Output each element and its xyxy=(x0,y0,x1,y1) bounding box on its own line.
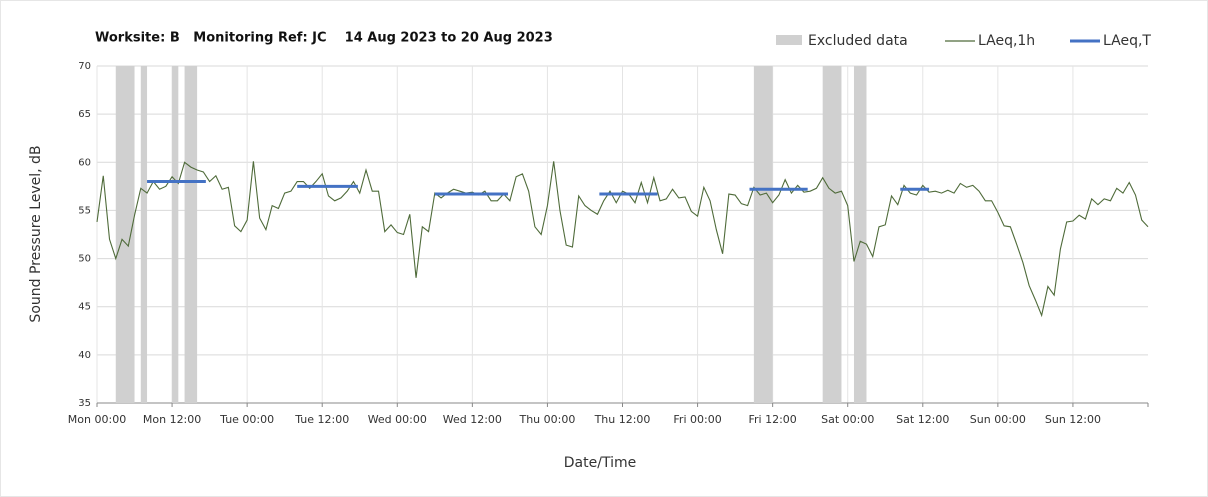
legend-label: LAeq,1h xyxy=(978,33,1035,49)
y-tick-label: 55 xyxy=(78,205,91,216)
x-tick-label: Tue 12:00 xyxy=(294,413,349,426)
legend-swatch xyxy=(776,35,802,45)
excluded-band xyxy=(184,66,198,403)
y-tick-label: 45 xyxy=(78,302,91,313)
y-axis-label: Sound Pressure Level, dB xyxy=(28,145,44,322)
x-tick-label: Sat 12:00 xyxy=(896,413,949,426)
y-tick-label: 35 xyxy=(78,398,91,409)
legend-label: Excluded data xyxy=(808,33,908,49)
y-tick-label: 60 xyxy=(78,157,91,168)
x-tick-label: Fri 12:00 xyxy=(748,413,796,426)
x-axis-label: Date/Time xyxy=(564,455,636,471)
y-tick-label: 65 xyxy=(78,109,91,120)
series-line xyxy=(96,161,1149,318)
x-tick-label: Sat 00:00 xyxy=(821,413,874,426)
x-tick-label: Fri 00:00 xyxy=(673,413,721,426)
excluded-band xyxy=(115,66,135,403)
x-tick-label: Mon 00:00 xyxy=(68,413,126,426)
y-tick-label: 50 xyxy=(78,254,91,265)
chart-title: Worksite: B Monitoring Ref: JC 14 Aug 20… xyxy=(95,31,553,46)
x-tick-label: Wed 12:00 xyxy=(443,413,502,426)
excluded-band xyxy=(822,66,842,403)
y-tick-label: 40 xyxy=(78,350,91,361)
y-tick-label: 70 xyxy=(78,61,91,72)
x-tick-label: Sun 12:00 xyxy=(1045,413,1101,426)
excluded-band xyxy=(172,66,179,403)
x-tick-label: Sun 00:00 xyxy=(970,413,1026,426)
excluded-band xyxy=(140,66,148,403)
legend-label: LAeq,T xyxy=(1103,33,1151,49)
x-tick-label: Wed 00:00 xyxy=(368,413,427,426)
x-tick-label: Thu 12:00 xyxy=(594,413,651,426)
x-tick-label: Thu 00:00 xyxy=(518,413,575,426)
excluded-band xyxy=(753,66,773,403)
x-tick-label: Tue 00:00 xyxy=(219,413,274,426)
excluded-band xyxy=(853,66,867,403)
x-tick-label: Mon 12:00 xyxy=(143,413,201,426)
